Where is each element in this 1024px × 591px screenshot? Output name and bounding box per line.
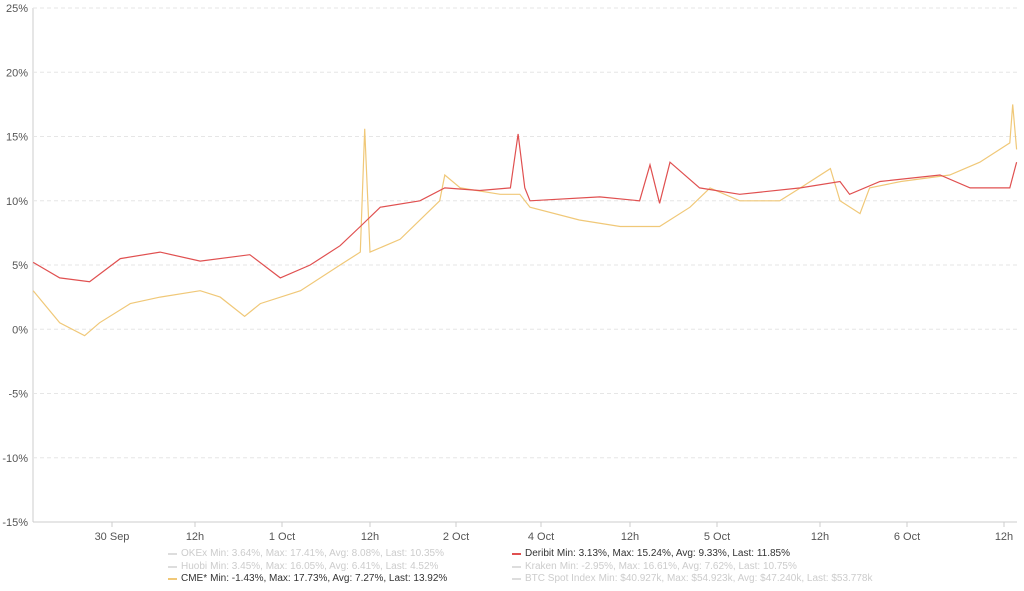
legend-series-name: Kraken [525,560,557,572]
x-tick-label: 12h [186,531,204,543]
legend-series-name: BTC Spot Index [525,573,596,584]
x-tick-label: 4 Oct [528,531,554,543]
legend-swatch [512,565,521,568]
x-tick-label: 12h [811,531,829,543]
legend-series-stats: Min: -2.95%, Max: 16.61%, Avg: 7.62%, La… [559,560,797,572]
legend-left: OKEx Min: 3.64%, Max: 17.41%, Avg: 8.08%,… [168,548,447,586]
legend-series-stats: Min: $40.927k, Max: $54.923k, Avg: $47.2… [598,573,873,584]
x-tick-label: 12h [621,531,639,543]
legend-series-name: OKEx [181,548,208,559]
y-axis: 25% 20% 15% 10% 5% 0% -5% -10% -15% [2,3,28,529]
chart: 25% 20% 15% 10% 5% 0% -5% -10% -15% 30 Sep 12h 1 O… [2,3,1018,543]
legend-swatch [168,578,177,581]
legend-series-stats: Min: -1.43%, Max: 17.73%, Avg: 7.27%, La… [210,573,448,584]
series-line-cme [32,104,1018,337]
series-line-deribit [32,133,1018,283]
legend-series-stats: Min: 3.45%, Max: 16.05%, Avg: 6.41%, Las… [210,560,439,572]
legend-item-okex[interactable]: OKEx Min: 3.64%, Max: 17.41%, Avg: 8.08%,… [168,548,447,561]
legend-swatch [168,553,177,556]
x-tick-label: 6 Oct [894,531,920,543]
y-tick-label: 20% [6,67,28,79]
legend-right: Deribit Min: 3.13%, Max: 15.24%, Avg: 9.3… [512,548,873,586]
x-axis: 30 Sep 12h 1 Oct 12h 2 Oct 4 Oct 12h 5 Oct 12h 6 … [95,522,1013,543]
x-tick-label: 2 Oct [443,531,469,543]
legend-item-btc-spot-index[interactable]: BTC Spot Index Min: $40.927k, Max: $54.92… [512,573,873,586]
grid [32,7,1017,523]
x-tick-label: 12h [361,531,379,543]
y-tick-label: -15% [2,517,28,529]
x-tick-label: 30 Sep [95,531,130,543]
legend-swatch [512,578,521,581]
legend-series-stats: Min: 3.64%, Max: 17.41%, Avg: 8.08%, Las… [210,548,444,559]
legend-item-cme[interactable]: CME* Min: -1.43%, Max: 17.73%, Avg: 7.27%… [168,573,447,586]
y-tick-label: -5% [8,389,28,401]
plot-area [32,104,1018,337]
x-tick-label: 12h [995,531,1013,543]
legend-series-name: CME* [181,573,208,584]
y-tick-label: 25% [6,3,28,15]
y-tick-label: -10% [2,453,28,465]
x-tick-label: 5 Oct [704,531,730,543]
y-tick-label: 10% [6,196,28,208]
legend-swatch [512,553,521,556]
x-tick-label: 1 Oct [269,531,295,543]
legend-series-name: Huobi [181,560,208,572]
legend-swatch [168,565,177,568]
y-tick-label: 15% [6,132,28,144]
legend-item-huobi[interactable]: Huobi Min: 3.45%, Max: 16.05%, Avg: 6.41%… [168,561,447,574]
legend-item-deribit[interactable]: Deribit Min: 3.13%, Max: 15.24%, Avg: 9.3… [512,548,873,561]
legend-series-name: Deribit [525,548,554,559]
legend-item-kraken[interactable]: Kraken Min: -2.95%, Max: 16.61%, Avg: 7.6… [512,561,873,574]
legend-series-stats: Min: 3.13%, Max: 15.24%, Avg: 9.33%, Las… [556,548,791,559]
y-tick-label: 5% [12,260,28,272]
y-tick-label: 0% [12,324,28,336]
